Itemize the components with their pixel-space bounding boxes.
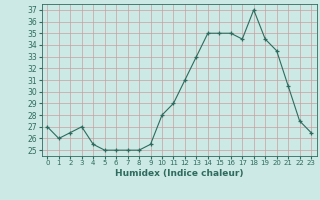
X-axis label: Humidex (Indice chaleur): Humidex (Indice chaleur) — [115, 169, 244, 178]
